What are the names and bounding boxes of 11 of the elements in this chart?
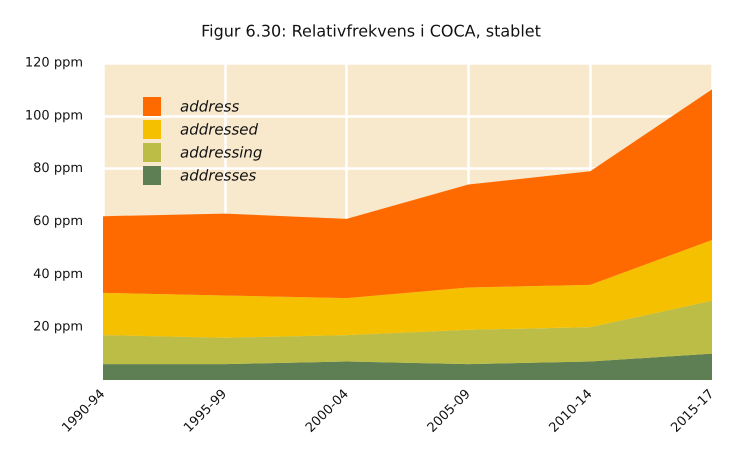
legend-label: addresses: [180, 166, 256, 184]
y-tick-label: 20 ppm: [33, 320, 83, 335]
y-tick-label: 40 ppm: [33, 266, 83, 282]
y-tick-label: 120 ppm: [24, 56, 83, 70]
y-tick-label: 80 ppm: [33, 161, 83, 176]
legend-label: addressed: [180, 120, 258, 138]
legend-label: address: [180, 98, 240, 116]
chart-title: Figur 6.30: Relativfrekvens i COCA, stablet: [201, 22, 541, 40]
y-tick-label: 100 ppm: [24, 108, 83, 124]
y-tick-label: 60 ppm: [33, 214, 83, 229]
legend-label: addressing: [180, 144, 262, 162]
